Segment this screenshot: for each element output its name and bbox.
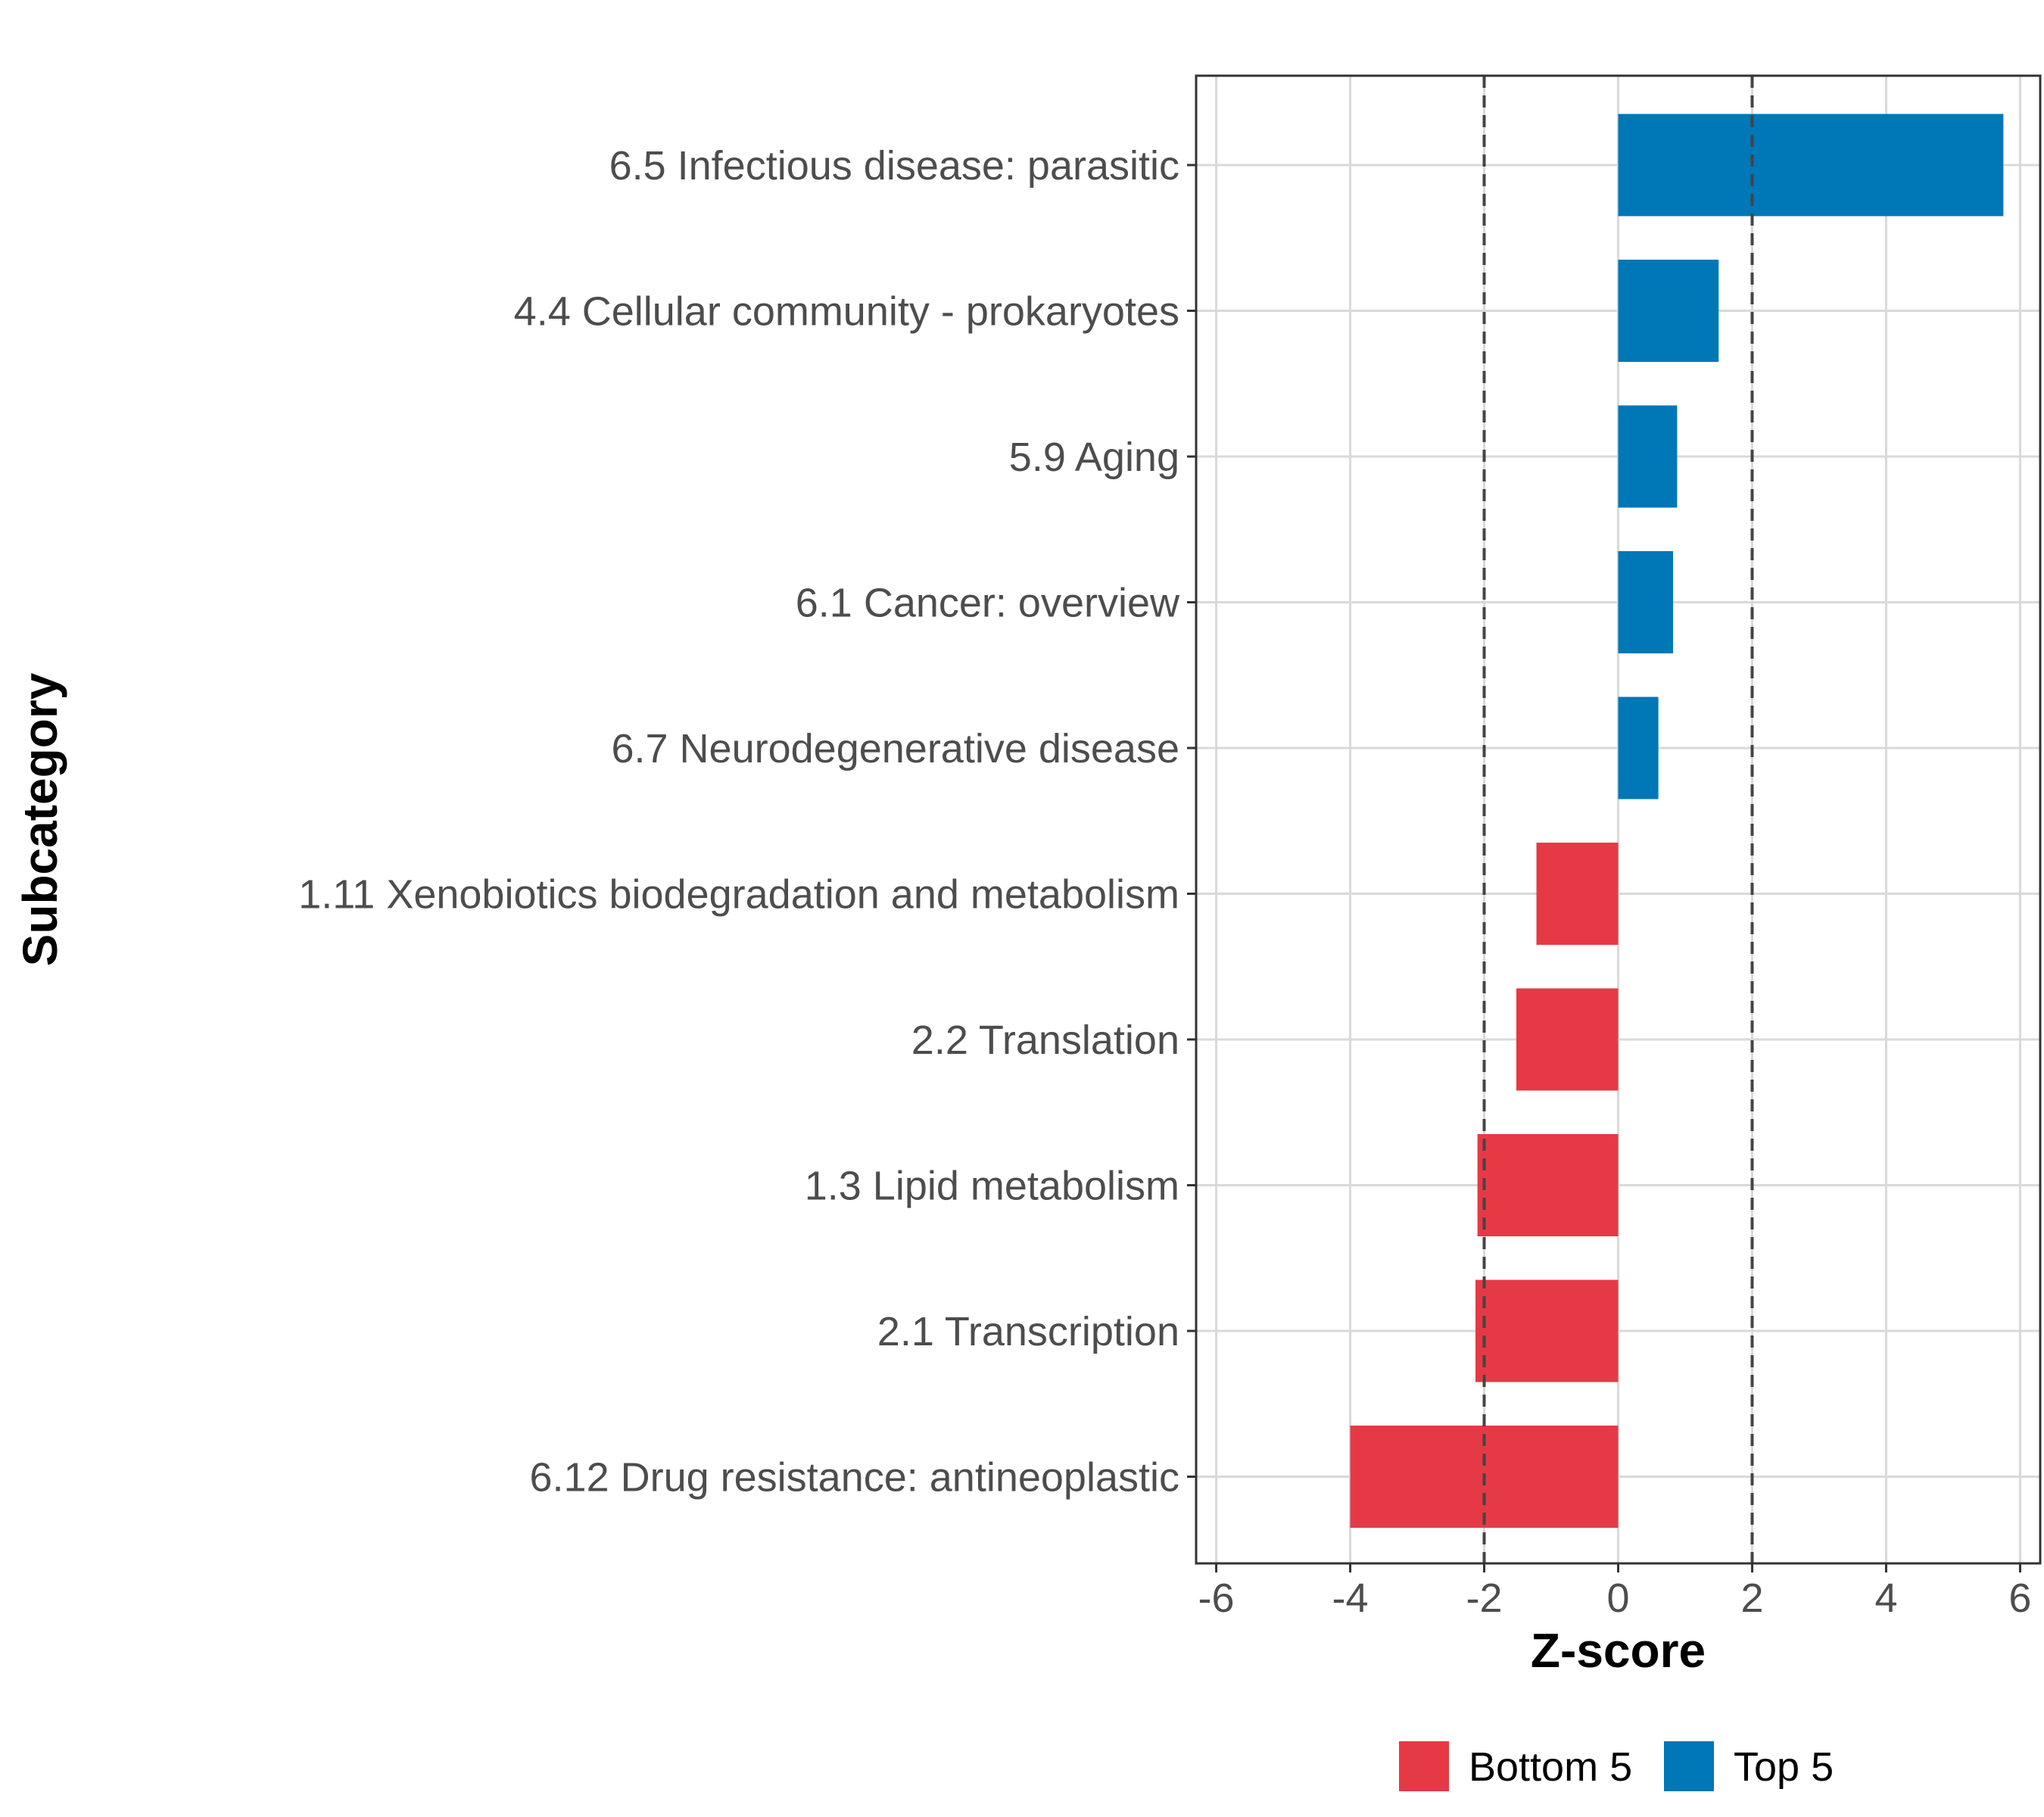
legend: Bottom 5 Top 5	[1399, 1741, 1834, 1791]
bar-top-4	[1618, 551, 1674, 653]
y-tick-label: 6.7 Neurodegenerative disease	[611, 726, 1179, 771]
legend-key-top-5	[1664, 1741, 1714, 1791]
legend-label: Top 5	[1734, 1744, 1834, 1790]
y-axis-title: Subcategory	[13, 672, 67, 966]
bar-top-2	[1618, 260, 1719, 362]
x-tick-label: 6	[2008, 1575, 2031, 1621]
x-tick-label: 0	[1606, 1575, 1629, 1621]
y-tick-label: 6.12 Drug resistance: antineoplastic	[530, 1455, 1180, 1501]
bar-top-5	[1618, 697, 1659, 799]
y-tick-label: 4.4 Cellular community - prokaryotes	[514, 289, 1179, 335]
x-tick-label: 2	[1740, 1575, 1763, 1621]
y-tick-label: 1.11 Xenobiotics biodegradation and meta…	[298, 872, 1179, 918]
y-tick-label: 5.9 Aging	[1009, 435, 1179, 480]
bar-bottom-9	[1475, 1279, 1619, 1382]
y-tick-label: 1.3 Lipid metabolism	[805, 1164, 1179, 1209]
x-axis-title: Z-score	[1531, 1623, 1706, 1678]
bar-layer	[1350, 114, 2004, 1528]
x-tick-label: 4	[1874, 1575, 1897, 1621]
bar-bottom-8	[1477, 1134, 1619, 1236]
legend-label: Bottom 5	[1469, 1744, 1632, 1790]
x-tick-label: -6	[1198, 1575, 1235, 1621]
y-tick-label: 6.1 Cancer: overview	[796, 581, 1180, 626]
axis-layer: 6.5 Infectious disease: parasitic 4.4 Cel…	[298, 143, 2031, 1621]
bar-bottom-6	[1536, 843, 1619, 945]
x-tick-label: -2	[1466, 1575, 1503, 1621]
x-tick-label: -4	[1332, 1575, 1369, 1621]
legend-key-bottom-5	[1399, 1741, 1449, 1791]
y-tick-label: 6.5 Infectious disease: parasitic	[609, 143, 1179, 189]
y-tick-label: 2.2 Translation	[911, 1018, 1179, 1063]
reference-lines	[1482, 76, 1754, 1563]
bar-top-1	[1618, 114, 2004, 217]
y-tick-label: 2.1 Transcription	[877, 1309, 1179, 1354]
bar-top-3	[1618, 405, 1678, 508]
bar-bottom-7	[1516, 988, 1619, 1091]
